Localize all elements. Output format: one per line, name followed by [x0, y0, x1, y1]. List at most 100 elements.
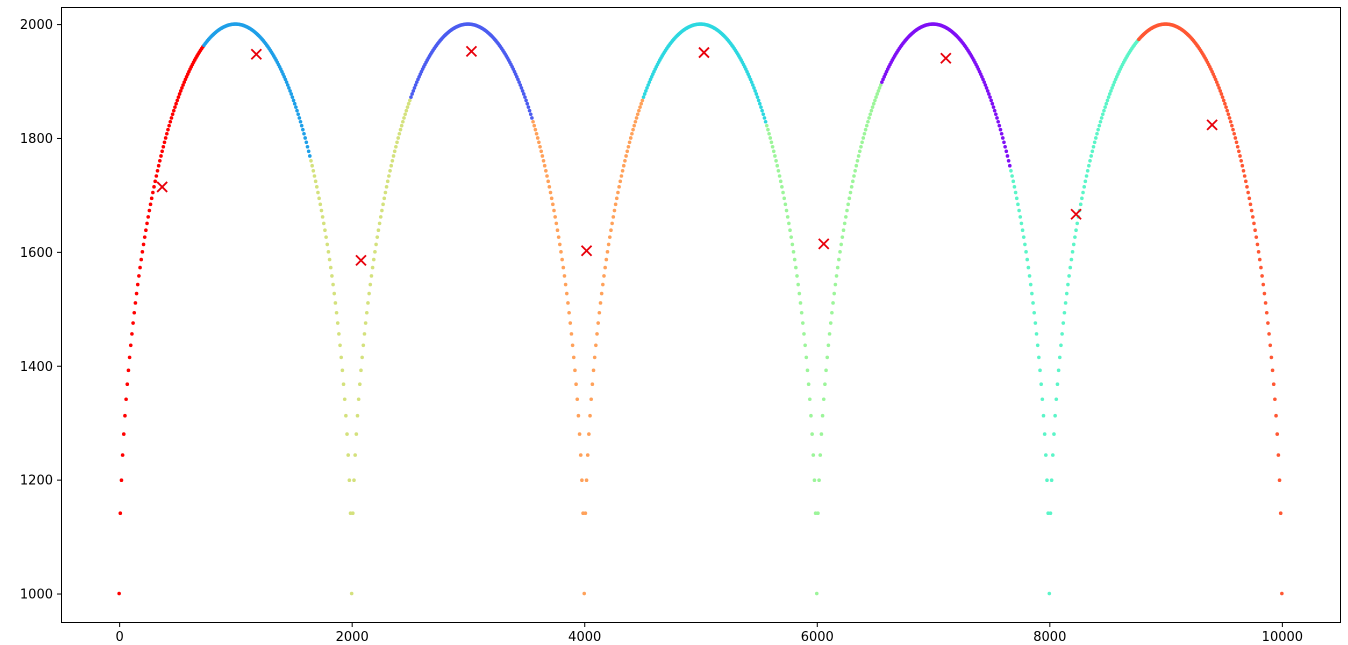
data-point: [855, 158, 860, 163]
data-point: [876, 89, 881, 93]
data-point: [1053, 413, 1057, 418]
data-point: [847, 196, 852, 201]
data-point: [762, 116, 767, 120]
data-point: [616, 190, 620, 195]
data-point: [875, 92, 880, 96]
data-point: [1234, 140, 1239, 145]
data-point: [604, 257, 609, 262]
data-point: [1024, 250, 1028, 254]
data-point: [608, 235, 612, 239]
data-point: [754, 92, 759, 96]
data-point: [759, 105, 763, 109]
data-point: [1018, 215, 1023, 219]
data-point: [361, 343, 366, 348]
data-point: [555, 228, 560, 232]
data-point: [794, 265, 798, 270]
data-point: [981, 77, 985, 82]
data-point: [548, 190, 553, 195]
data-point: [571, 355, 576, 360]
data-point: [328, 265, 333, 270]
data-point: [142, 235, 147, 239]
data-point: [294, 105, 298, 109]
data-point: [606, 242, 611, 247]
data-point: [534, 131, 539, 136]
data-point: [303, 136, 307, 140]
data-point: [374, 242, 378, 247]
data-point: [127, 355, 132, 360]
data-point: [175, 98, 180, 103]
data-point: [805, 368, 810, 373]
data-point: [542, 163, 547, 168]
data-point: [591, 368, 596, 373]
data-point: [774, 158, 778, 163]
data-point: [1006, 158, 1011, 163]
data-point: [1253, 228, 1257, 232]
y-axis: 1000 1200 1400 1600 1800 2000: [20, 18, 62, 603]
data-point: [575, 397, 580, 402]
data-point: [596, 321, 600, 325]
data-point: [990, 101, 995, 106]
data-point: [411, 89, 416, 93]
data-point: [1091, 144, 1096, 149]
data-point: [646, 83, 650, 87]
data-point: [877, 86, 882, 90]
data-point: [133, 301, 138, 305]
data-point: [992, 108, 997, 113]
data-point: [397, 131, 402, 136]
data-point: [180, 86, 184, 90]
data-point: [399, 123, 404, 128]
data-point: [283, 77, 288, 82]
data-point: [362, 332, 367, 336]
data-point: [1049, 478, 1054, 483]
data-point: [1231, 127, 1235, 132]
data-point: [1055, 382, 1060, 387]
data-point: [390, 158, 395, 163]
data-point: [760, 108, 764, 113]
data-point: [1075, 221, 1080, 226]
data-point: [392, 149, 397, 154]
data-point: [333, 301, 338, 305]
data-point: [332, 291, 337, 296]
data-point: [1104, 101, 1109, 106]
data-point: [1273, 397, 1277, 402]
data-point: [995, 116, 999, 120]
y-tick-label: 1400: [20, 360, 53, 375]
data-point: [1071, 242, 1076, 247]
data-point: [1280, 591, 1284, 596]
data-point: [985, 89, 990, 93]
data-point: [1266, 321, 1270, 325]
data-point: [540, 154, 545, 158]
data-point: [869, 108, 874, 113]
data-point: [1027, 274, 1032, 278]
data-point: [152, 185, 156, 189]
data-point: [983, 83, 988, 87]
data-point: [761, 112, 766, 117]
data-point: [1040, 397, 1045, 402]
data-point: [1009, 168, 1013, 173]
data-point: [827, 332, 832, 336]
data-point: [1082, 185, 1086, 189]
data-point: [1269, 355, 1274, 360]
data-point: [766, 127, 770, 132]
data-point: [605, 250, 610, 254]
data-point: [1233, 136, 1238, 140]
data-point: [1220, 95, 1225, 99]
data-point: [638, 105, 642, 109]
data-point: [835, 265, 840, 270]
data-point: [560, 257, 564, 262]
data-point: [1062, 310, 1067, 315]
data-point: [562, 274, 567, 278]
data-point: [131, 321, 135, 325]
data-point: [547, 185, 552, 189]
data-point: [553, 215, 557, 219]
data-point: [834, 274, 839, 278]
data-point: [284, 80, 289, 84]
data-point: [767, 131, 771, 136]
data-point: [598, 301, 603, 305]
data-point: [1262, 291, 1267, 296]
data-point: [582, 591, 587, 596]
data-point: [1032, 310, 1036, 315]
data-point: [520, 89, 525, 93]
data-point: [852, 174, 856, 178]
data-point: [546, 179, 550, 184]
